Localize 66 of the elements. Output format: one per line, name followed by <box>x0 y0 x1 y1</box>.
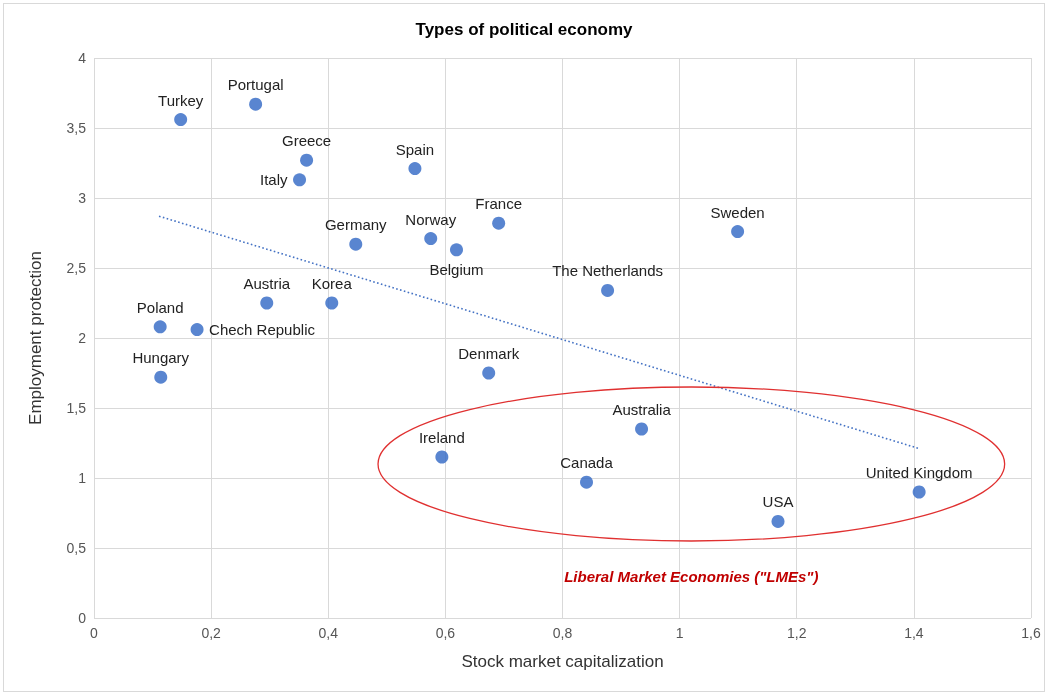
point <box>293 173 307 187</box>
point <box>260 296 274 310</box>
point <box>174 113 188 127</box>
point <box>424 232 438 246</box>
annotation: Ireland <box>418 429 465 446</box>
annotation: Austria <box>243 275 291 292</box>
point <box>349 237 363 251</box>
annotation: The Netherlands <box>552 262 664 280</box>
point <box>601 283 615 297</box>
annotation: Liberal Market Economies ("LMEs") <box>564 567 819 585</box>
annotation: Chech Republic <box>209 321 316 339</box>
x-axis-title: Stock market capitalization <box>461 652 664 671</box>
y-tick-label: 4 <box>78 50 87 66</box>
x-tick-label: 0,8 <box>552 625 573 641</box>
annotation: Turkey <box>158 91 204 109</box>
y-tick-label: 2,5 <box>66 260 87 276</box>
annotation: Korea <box>311 275 353 292</box>
x-tick-label: 1,4 <box>904 625 924 641</box>
annotation: Spain <box>395 140 435 158</box>
y-tick-label: 0,5 <box>66 540 87 556</box>
annotation: France <box>475 195 523 213</box>
point <box>580 475 594 489</box>
y-tick-label: 1 <box>78 470 87 486</box>
x-tick-label: 1 <box>675 625 684 641</box>
annotation: Norway <box>405 210 457 228</box>
x-tick-label: 0 <box>90 625 99 641</box>
point <box>450 243 463 257</box>
point <box>154 370 168 384</box>
point <box>912 485 926 499</box>
annotation: Germany <box>324 216 388 234</box>
annotation: Greece <box>281 132 332 150</box>
annotation: Canada <box>560 454 614 472</box>
annotation: United Kingdom <box>865 464 973 481</box>
annotation: Sweden <box>710 203 765 221</box>
annotation: Denmark <box>458 345 520 362</box>
annotation: Australia <box>612 401 672 418</box>
y-tick-label: 3,5 <box>66 120 87 136</box>
point <box>771 514 785 528</box>
point <box>153 320 167 334</box>
point <box>492 216 506 230</box>
y-tick-label: 1,5 <box>66 400 87 416</box>
point <box>408 162 422 176</box>
point <box>635 422 649 436</box>
point <box>731 225 745 239</box>
annotation: USA <box>762 493 794 511</box>
x-tick-label: 0,6 <box>435 625 456 641</box>
x-tick-label: 0,2 <box>201 625 222 641</box>
point <box>435 450 449 464</box>
annotation: Italy <box>260 171 289 189</box>
point <box>190 323 204 337</box>
point <box>249 97 263 111</box>
y-axis-title: Employment protection <box>26 251 45 425</box>
y-tick-label: 3 <box>78 190 87 206</box>
x-tick-label: 1,6 <box>1021 625 1041 641</box>
x-tick-label: 0,4 <box>318 625 339 641</box>
point <box>300 153 314 167</box>
point <box>325 296 339 310</box>
x-tick-label: 1,2 <box>787 625 807 641</box>
annotation: Hungary <box>132 349 190 367</box>
chart-title: Types of political economy <box>415 20 634 39</box>
annotation: Portugal <box>227 76 284 94</box>
y-tick-label: 2 <box>78 330 87 346</box>
y-tick-label: 0 <box>78 610 87 626</box>
annotation: Belgium <box>429 260 484 278</box>
point <box>482 366 496 380</box>
annotation: Poland <box>136 298 184 316</box>
